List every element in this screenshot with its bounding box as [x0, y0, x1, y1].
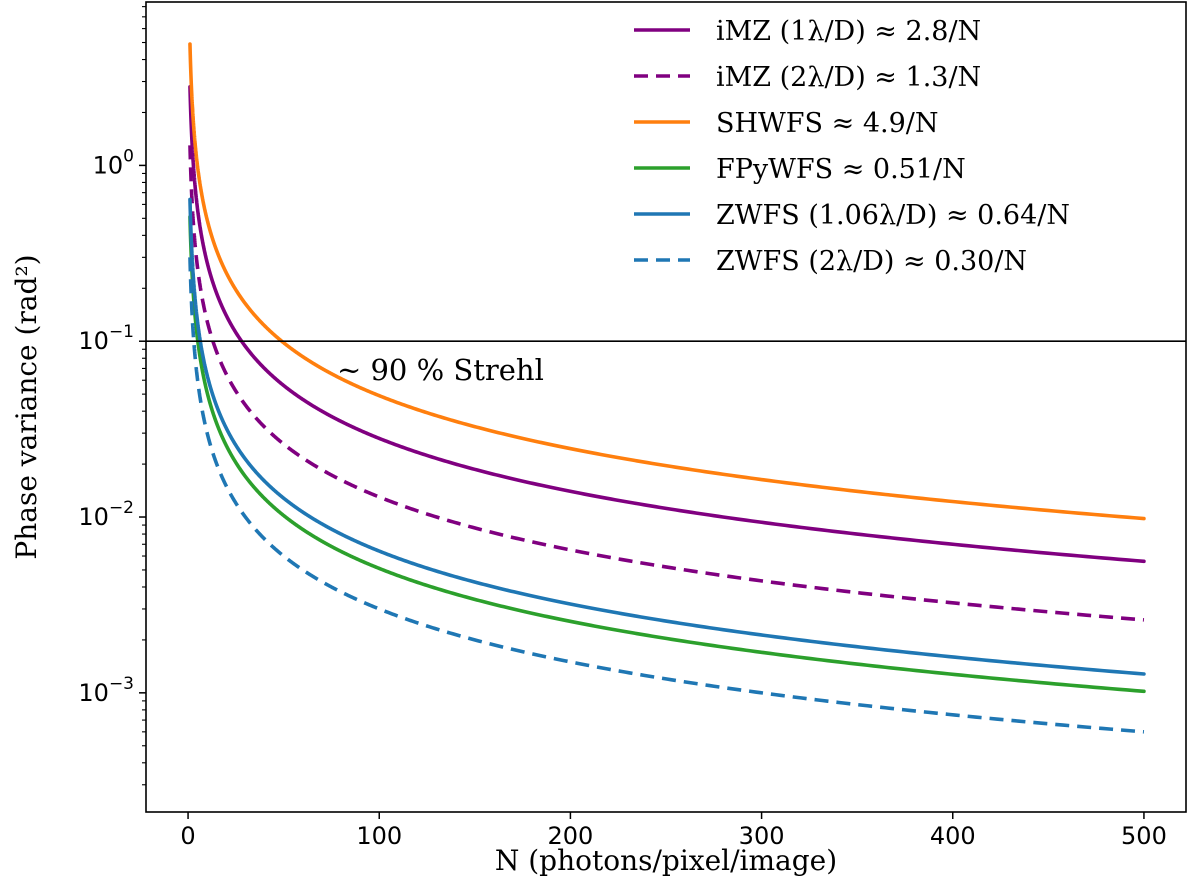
plot-frame — [145, 1, 1187, 813]
series-line-6 — [188, 255, 1145, 734]
x-tick-label: 300 — [739, 822, 785, 850]
legend-label: iMZ (2λ/D) ≈ 1.3/N — [716, 62, 981, 93]
series-line-5 — [188, 197, 1146, 676]
x-axis-ticks: 0 100 200 300 400 500 — [180, 812, 1167, 850]
legend-label: iMZ (1λ/D) ≈ 2.8/N — [716, 16, 981, 47]
series-line-3 — [188, 42, 1146, 521]
x-tick-label: 500 — [1121, 822, 1167, 850]
series-line-2 — [188, 143, 1145, 622]
x-axis-label: N (photons/pixel/image) — [495, 844, 837, 877]
y-tick-label: 100 — [93, 146, 134, 179]
legend-label: FPyWFS ≈ 0.51/N — [716, 154, 966, 185]
x-tick-label: 200 — [548, 822, 594, 850]
y-tick-label: 10−2 — [78, 498, 134, 531]
series-line-1 — [188, 84, 1146, 564]
x-tick-label: 100 — [356, 822, 402, 850]
y-tick-label: 10−1 — [78, 322, 134, 355]
legend-label: ZWFS (2λ/D) ≈ 0.30/N — [716, 246, 1027, 277]
reference-layer: ~ 90 % Strehl — [146, 340, 1186, 387]
x-tick-label: 400 — [930, 822, 976, 850]
strehl-reference-label: ~ 90 % Strehl — [337, 353, 544, 387]
y-axis-label: Phase variance (rad²) — [10, 254, 43, 559]
legend-label: SHWFS ≈ 4.9/N — [716, 108, 938, 139]
y-axis-ticks: 10−3 10−2 10−1 100 — [78, 6, 146, 786]
series-layer — [188, 42, 1146, 734]
legend-label: ZWFS (1.06λ/D) ≈ 0.64/N — [716, 200, 1070, 231]
x-tick-label: 0 — [180, 822, 195, 850]
legend: iMZ (1λ/D) ≈ 2.8/N iMZ (2λ/D) ≈ 1.3/N SHWF… — [634, 16, 1070, 277]
y-tick-label: 10−3 — [78, 674, 134, 707]
